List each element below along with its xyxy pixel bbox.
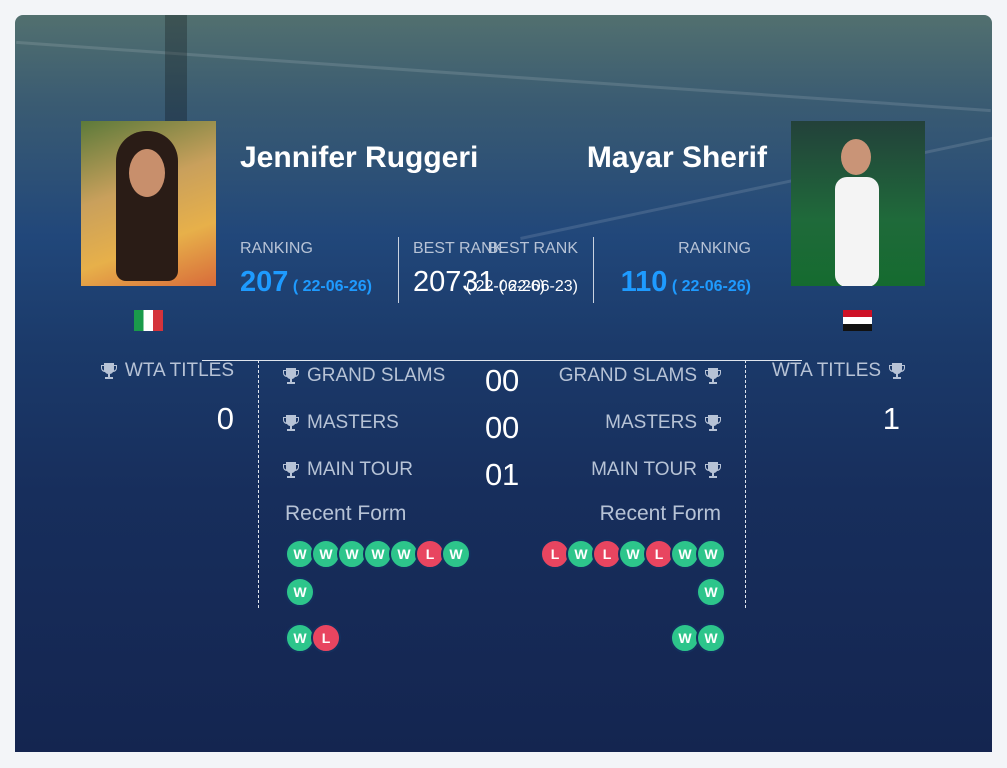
ranking-date: ( 22-06-26) xyxy=(671,278,751,295)
trophy-icon xyxy=(889,363,906,379)
stat-right: MASTERS xyxy=(605,412,721,434)
form-badge: W xyxy=(696,623,726,653)
trophy-icon xyxy=(705,415,721,431)
comparison-card: Jennifer Ruggeri Mayar Sherif RANKING 20… xyxy=(15,15,992,752)
best-rank-date: ( 22-06-23) xyxy=(498,278,578,295)
stat-label: MAIN TOUR xyxy=(591,459,697,480)
stat-player1: 0 xyxy=(485,410,503,445)
dashed-divider xyxy=(258,360,259,608)
form-badge: W xyxy=(285,577,315,607)
wta-titles-value: 0 xyxy=(216,401,234,436)
form-badge: W xyxy=(696,577,726,607)
wta-titles-value: 1 xyxy=(882,401,900,436)
form-badge: W xyxy=(389,539,419,569)
form-badge: W xyxy=(670,623,700,653)
player1-name: Jennifer Ruggeri xyxy=(240,141,479,174)
ranking-value: 110 xyxy=(620,266,668,298)
best-rank-value: 31 xyxy=(462,266,495,298)
best-rank-label: BEST RANK xyxy=(487,240,578,257)
wta-titles-label: WTA TITLES xyxy=(124,360,234,381)
stat-right: GRAND SLAMS xyxy=(559,365,721,387)
stat-player2: 0 xyxy=(502,363,520,398)
dashed-divider xyxy=(745,360,746,608)
form-badge: L xyxy=(311,623,341,653)
best-rank-label: BEST RANK xyxy=(413,240,504,257)
wta-titles-label: WTA TITLES xyxy=(772,360,882,381)
stat-label: GRAND SLAMS xyxy=(307,365,446,386)
stat-player2: 0 xyxy=(502,410,520,445)
stat-player1: 0 xyxy=(485,457,503,492)
ranking-label: RANKING xyxy=(678,240,751,257)
ranking-date: ( 22-06-26) xyxy=(292,278,372,295)
player1-ranking: 207 ( 22-06-26) xyxy=(240,266,372,299)
player1-photo xyxy=(81,121,216,286)
stat-left: MASTERS xyxy=(283,412,399,434)
player2-best-rank: 31 ( 22-06-23) xyxy=(462,266,578,299)
stat-label: MASTERS xyxy=(307,412,399,433)
stat-label: MASTERS xyxy=(605,412,697,433)
form-badge: W xyxy=(311,539,341,569)
trophy-icon xyxy=(100,363,117,379)
player1-best-rank: 207 ( 22-06-26) xyxy=(413,266,545,299)
trophy-icon xyxy=(283,368,299,384)
trophy-icon xyxy=(283,462,299,478)
court-line xyxy=(16,40,991,113)
ranking-value: 207 xyxy=(240,266,289,298)
player2-ranking: 110 ( 22-06-26) xyxy=(621,266,751,299)
best-rank-value: 207 xyxy=(413,266,462,298)
player2-name: Mayar Sherif xyxy=(586,141,767,174)
form-badge: L xyxy=(644,539,674,569)
player2-photo xyxy=(791,121,925,286)
form-badge: L xyxy=(415,539,445,569)
stat-player1: 0 xyxy=(485,363,503,398)
trophy-icon xyxy=(705,462,721,478)
stat-label: MAIN TOUR xyxy=(307,459,413,480)
wta-titles-header: WTA TITLES xyxy=(100,360,234,382)
form-badge: W xyxy=(696,539,726,569)
flag-italy xyxy=(134,310,163,331)
stat-right: MAIN TOUR xyxy=(591,459,721,481)
separator xyxy=(202,360,802,361)
net-post xyxy=(165,15,187,145)
divider xyxy=(593,237,594,303)
form-badge: W xyxy=(441,539,471,569)
stat-label: GRAND SLAMS xyxy=(558,365,697,386)
recent-form-label: Recent Form xyxy=(285,502,407,525)
flag-egypt xyxy=(843,310,872,331)
ranking-label: RANKING xyxy=(240,240,313,257)
stat-player2: 1 xyxy=(502,457,520,492)
divider xyxy=(398,237,399,303)
best-rank-date: ( 22-06-26) xyxy=(465,278,545,295)
wta-titles-header: WTA TITLES xyxy=(772,360,906,382)
recent-form-label: Recent Form xyxy=(599,502,721,525)
trophy-icon xyxy=(283,415,299,431)
trophy-icon xyxy=(705,368,721,384)
stat-left: MAIN TOUR xyxy=(283,459,413,481)
stat-left: GRAND SLAMS xyxy=(283,365,445,387)
